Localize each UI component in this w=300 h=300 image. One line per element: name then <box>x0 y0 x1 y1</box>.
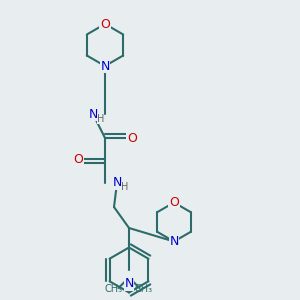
Text: O: O <box>100 17 110 31</box>
Text: CH₃: CH₃ <box>135 284 153 295</box>
Text: N: N <box>100 59 110 73</box>
Text: CH₃: CH₃ <box>105 284 123 295</box>
Text: N: N <box>88 107 98 121</box>
Text: O: O <box>127 131 137 145</box>
Text: N: N <box>169 235 179 248</box>
Text: O: O <box>73 152 83 166</box>
Text: H: H <box>121 182 128 193</box>
Text: O: O <box>169 196 179 209</box>
Text: N: N <box>124 277 134 290</box>
Text: N: N <box>112 176 122 190</box>
Text: H: H <box>97 113 104 124</box>
